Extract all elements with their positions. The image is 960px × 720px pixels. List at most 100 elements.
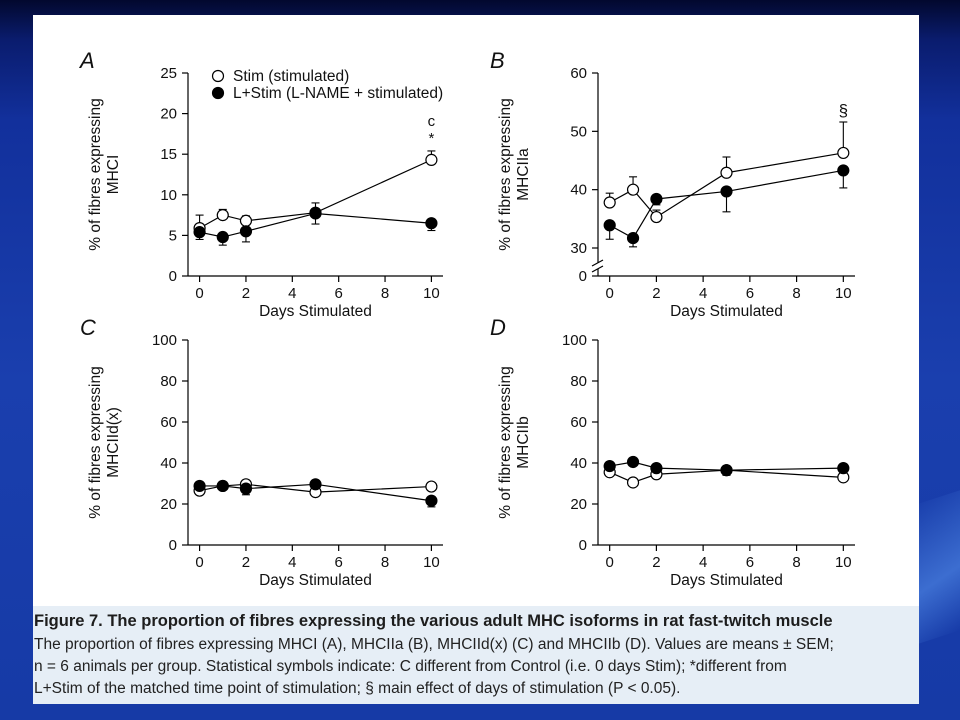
x-axis-title: Days Stimulated	[259, 572, 372, 589]
data-point-filled	[309, 207, 322, 220]
y-tick-label: 20	[160, 106, 177, 123]
y-axis-title-line1: % of fibres expressing	[87, 98, 104, 251]
data-point-open	[650, 210, 663, 224]
x-tick-label: 8	[792, 285, 800, 302]
data-point-open	[603, 196, 616, 209]
annotation-section: §	[839, 101, 848, 120]
data-point-open	[239, 214, 253, 227]
data-point-filled	[603, 219, 616, 232]
y-tick-label: 20	[570, 496, 587, 513]
axis-break-mark	[591, 265, 604, 273]
caption-body: The proportion of fibres expressing MHCI…	[34, 634, 916, 700]
x-tick-label: 6	[746, 554, 754, 571]
x-tick-label: 8	[381, 285, 389, 302]
y-tick-label: 100	[562, 332, 587, 349]
caption-box	[33, 606, 919, 704]
y-tick-label: 40	[160, 455, 177, 472]
data-point-open	[216, 209, 229, 222]
annotation-c: c	[428, 113, 436, 130]
data-point-filled	[216, 230, 229, 244]
x-tick-label: 0	[195, 285, 203, 302]
data-point-filled	[425, 494, 438, 507]
data-point-filled	[626, 231, 640, 245]
panel-letter: B	[490, 48, 505, 73]
data-point-open	[626, 476, 640, 489]
x-tick-label: 6	[335, 554, 343, 571]
chart-panel-b: 0 30 40 50 60 0 2 4 6 8 10 Days Stimulated % of fibr…	[490, 48, 855, 320]
x-tick-label: 2	[242, 285, 250, 302]
x-tick-label: 0	[606, 554, 614, 571]
chart-panel-c: 0 20 40 60 80 100 0 2 4 6 8 10 Days Stimulated % of f…	[80, 315, 443, 589]
x-tick-label: 10	[423, 285, 440, 302]
x-tick-label: 10	[835, 554, 852, 571]
x-tick-label: 4	[699, 285, 707, 302]
caption-line-2: n = 6 animals per group. Statistical sym…	[34, 658, 787, 675]
y-tick-label: 5	[169, 227, 177, 244]
axis-break-mark	[591, 259, 604, 267]
y-tick-label: 25	[160, 65, 177, 82]
x-tick-label: 4	[699, 554, 707, 571]
data-point-filled	[650, 192, 663, 206]
y-tick-label: 60	[570, 65, 587, 82]
y-tick-label: 40	[570, 182, 587, 199]
data-point-filled	[720, 185, 733, 198]
x-tick-label: 2	[242, 554, 250, 571]
x-tick-label: 8	[381, 554, 389, 571]
y-tick-label: 50	[570, 123, 587, 140]
x-tick-label: 4	[288, 285, 296, 302]
x-tick-label: 6	[746, 285, 754, 302]
data-point-filled	[603, 459, 616, 473]
y-axis-title-line2: MHCIIb	[515, 416, 532, 469]
data-point-filled	[193, 479, 206, 493]
y-tick-label: 0	[579, 268, 587, 285]
data-point-filled	[216, 479, 229, 493]
x-tick-label: 10	[835, 285, 852, 302]
panel-letter: A	[78, 48, 95, 73]
y-tick-label: 40	[570, 455, 587, 472]
y-tick-label: 0	[169, 537, 177, 554]
data-point-filled	[626, 455, 640, 469]
x-tick-label: 0	[606, 285, 614, 302]
caption-line-3: L+Stim of the matched time point of stim…	[34, 680, 681, 697]
x-tick-label: 2	[652, 554, 660, 571]
y-tick-label: 80	[160, 373, 177, 390]
legend-marker-filled	[211, 86, 225, 100]
x-axis-title: Days Stimulated	[670, 303, 783, 320]
chart-panel-a: 0 5 10 15 20 25 0 2 4 6 8 10 Days Stimulated % of fib…	[78, 48, 443, 320]
x-tick-label: 4	[288, 554, 296, 571]
y-axis-title-line1: % of fibres expressing	[497, 366, 514, 519]
y-tick-label: 100	[152, 332, 177, 349]
y-tick-label: 0	[579, 537, 587, 554]
x-tick-label: 8	[792, 554, 800, 571]
annotation-star: *	[428, 130, 434, 147]
legend-marker-open	[211, 69, 225, 83]
data-point-filled	[425, 217, 438, 230]
y-tick-label: 15	[160, 146, 177, 163]
data-point-filled	[193, 226, 206, 239]
data-point-filled	[837, 164, 850, 177]
legend-label-lstim: L+Stim (L-NAME + stimulated)	[233, 85, 443, 102]
data-point-filled	[239, 225, 253, 238]
y-tick-label: 20	[160, 496, 177, 513]
data-point-filled	[239, 482, 253, 495]
data-point-open	[837, 146, 850, 160]
data-point-open	[425, 153, 438, 166]
y-axis-title-line1: % of fibres expressing	[497, 98, 514, 251]
data-point-filled	[720, 464, 733, 477]
caption-title: Figure 7. The proportion of fibres expre…	[34, 612, 833, 630]
x-tick-label: 2	[652, 285, 660, 302]
x-axis-title: Days Stimulated	[670, 572, 783, 589]
data-point-open	[626, 183, 640, 196]
legend-label-stim: Stim (stimulated)	[233, 68, 349, 85]
data-point-filled	[650, 462, 663, 475]
chart-panel-d: 0 20 40 60 80 100 0 2 4 6 8 10 Days Stimulated % of f…	[490, 315, 855, 589]
panel-letter: D	[490, 315, 506, 340]
data-point-filled	[309, 478, 322, 491]
y-axis-title-line2: MHCIId(x)	[105, 407, 122, 478]
data-point-filled	[837, 462, 850, 475]
y-tick-label: 30	[570, 240, 587, 257]
y-tick-label: 60	[570, 414, 587, 431]
caption-line-1: The proportion of fibres expressing MHCI…	[34, 636, 834, 653]
x-tick-label: 0	[195, 554, 203, 571]
